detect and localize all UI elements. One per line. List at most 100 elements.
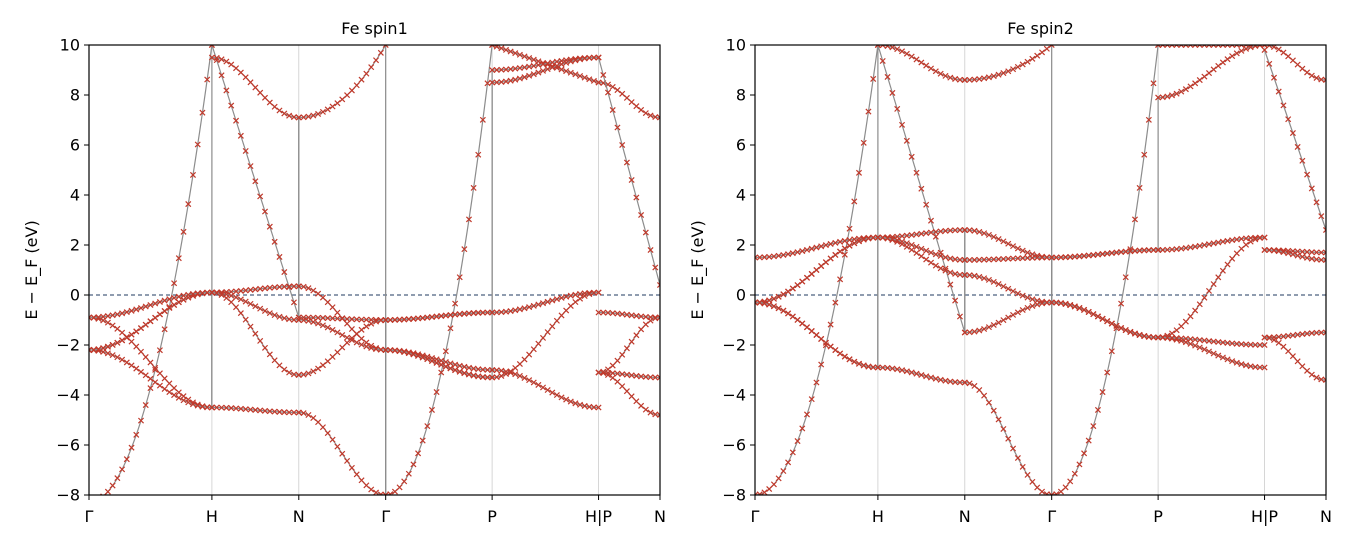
y-axis-label: E − E_F (eV) bbox=[688, 220, 708, 319]
band-point bbox=[1005, 240, 1012, 247]
band-point bbox=[789, 250, 796, 257]
band-point bbox=[614, 357, 621, 364]
band-point bbox=[1201, 73, 1208, 80]
band-point bbox=[633, 103, 640, 110]
band-point bbox=[1034, 52, 1041, 59]
band-point bbox=[1164, 246, 1171, 253]
band-point bbox=[899, 121, 906, 128]
band-point bbox=[1014, 290, 1021, 297]
band-point bbox=[353, 339, 360, 346]
band-point bbox=[315, 419, 322, 426]
band-point bbox=[976, 76, 983, 83]
band-point bbox=[512, 371, 519, 378]
band-point bbox=[535, 301, 542, 308]
band-point bbox=[329, 103, 336, 110]
band-point bbox=[1173, 335, 1180, 342]
band-point bbox=[1280, 343, 1287, 350]
band-point bbox=[100, 313, 107, 320]
band-point bbox=[147, 375, 154, 382]
band-point bbox=[447, 365, 454, 372]
band-point bbox=[1108, 348, 1115, 355]
band-point bbox=[899, 233, 906, 240]
band-point bbox=[261, 94, 269, 101]
band-point bbox=[223, 58, 230, 65]
band-point bbox=[521, 53, 528, 60]
band-point bbox=[775, 293, 782, 300]
band-point bbox=[1285, 250, 1292, 257]
band-point bbox=[595, 79, 602, 86]
band-point bbox=[242, 316, 249, 323]
band-point bbox=[1322, 226, 1326, 234]
band-point bbox=[1308, 185, 1315, 192]
band-point bbox=[119, 466, 126, 473]
band-point bbox=[1243, 241, 1250, 248]
band-point bbox=[1266, 335, 1273, 342]
band-point bbox=[119, 356, 126, 363]
band-point bbox=[286, 316, 293, 323]
band-point bbox=[257, 285, 264, 292]
y-tick-label: 2 bbox=[70, 236, 80, 255]
band-point bbox=[1215, 239, 1222, 246]
band-point bbox=[1238, 47, 1245, 54]
band-point bbox=[642, 373, 649, 380]
band-point bbox=[493, 374, 500, 381]
band-point bbox=[334, 100, 341, 107]
band-point bbox=[544, 298, 551, 305]
band-point bbox=[633, 312, 640, 319]
band-point bbox=[808, 245, 815, 252]
band-point bbox=[614, 87, 621, 94]
band-point bbox=[286, 409, 293, 416]
band-point bbox=[775, 305, 782, 312]
band-point bbox=[1071, 470, 1078, 477]
band-point bbox=[652, 411, 659, 418]
band-point bbox=[1000, 70, 1007, 77]
band-point bbox=[363, 70, 370, 77]
band-point bbox=[961, 379, 968, 386]
band-point bbox=[185, 399, 192, 406]
band-point bbox=[319, 322, 326, 329]
band-point bbox=[281, 110, 288, 117]
band-point bbox=[1247, 341, 1254, 348]
band-point bbox=[1039, 49, 1046, 56]
band-point bbox=[995, 256, 1002, 263]
band-point bbox=[319, 108, 326, 115]
band-point bbox=[410, 351, 417, 358]
band-point bbox=[1289, 251, 1296, 258]
band-point bbox=[137, 417, 145, 424]
band-point bbox=[1289, 353, 1296, 360]
band-point bbox=[832, 347, 839, 354]
band-point bbox=[1215, 45, 1222, 49]
band-point bbox=[590, 77, 597, 84]
band-point bbox=[995, 416, 1002, 423]
band-point bbox=[1118, 325, 1125, 332]
band-point bbox=[271, 408, 278, 415]
band-point bbox=[1224, 45, 1231, 49]
band-point bbox=[785, 459, 792, 466]
band-point bbox=[1308, 72, 1315, 79]
band-point bbox=[507, 368, 514, 375]
band-point bbox=[484, 366, 491, 373]
band-point bbox=[261, 344, 269, 351]
band-point bbox=[310, 318, 317, 326]
band-point bbox=[549, 297, 556, 304]
band-point bbox=[581, 402, 588, 409]
band-point bbox=[1219, 354, 1226, 361]
band-point bbox=[837, 248, 844, 255]
band-point bbox=[1187, 313, 1194, 320]
band-point bbox=[281, 409, 288, 416]
band-point bbox=[1192, 80, 1199, 87]
band-point bbox=[1299, 65, 1306, 72]
band-point bbox=[923, 373, 930, 380]
band-point bbox=[1131, 247, 1139, 254]
band-point bbox=[1062, 254, 1069, 261]
band-point bbox=[604, 309, 612, 316]
band-point bbox=[558, 294, 565, 301]
band-point bbox=[1024, 254, 1031, 261]
band-point bbox=[1219, 267, 1226, 274]
band-point bbox=[966, 329, 973, 336]
band-point bbox=[290, 409, 297, 416]
band-point bbox=[822, 339, 829, 346]
band-point bbox=[348, 87, 355, 94]
band-point bbox=[539, 300, 547, 307]
band-point bbox=[1304, 248, 1311, 255]
